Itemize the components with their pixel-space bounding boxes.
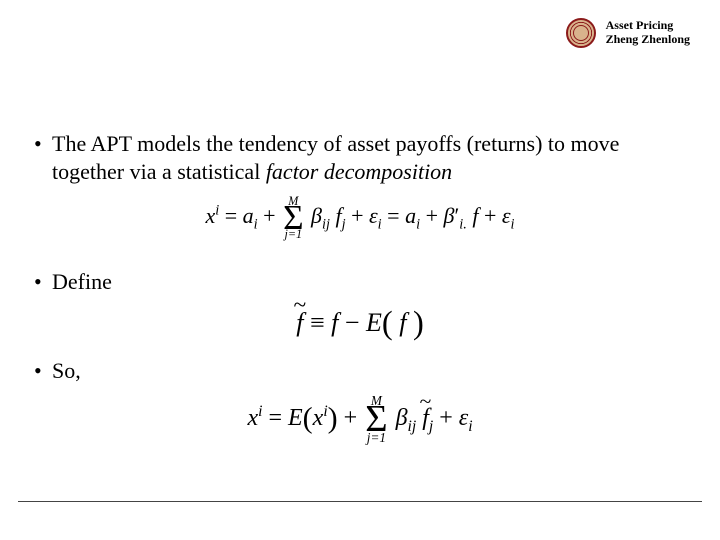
- eq-sym: E: [288, 405, 303, 431]
- eq-minus: −: [345, 308, 360, 337]
- eq-sym: f: [296, 308, 303, 338]
- bullet-dot: •: [34, 268, 52, 296]
- bullet-dot: •: [34, 130, 52, 158]
- eq-sub: i: [511, 216, 515, 232]
- eq-sup: i: [258, 403, 262, 420]
- eq-sym: ε: [459, 405, 468, 431]
- eq-sym: β: [311, 203, 322, 228]
- eq-plus: +: [426, 203, 438, 228]
- eq-sym: ε: [369, 203, 378, 228]
- bullet-2-text: Define: [52, 268, 686, 296]
- eq-eq: =: [225, 203, 237, 228]
- eq-sub: ij: [408, 417, 417, 434]
- eq-sup: i: [215, 202, 219, 218]
- header: Asset Pricing Zheng Zhenlong: [566, 18, 690, 48]
- header-line1: Asset Pricing: [606, 19, 690, 33]
- sum-bot: j=1: [365, 431, 387, 444]
- sum-icon: M Σ j=1: [283, 195, 303, 240]
- eq-sub: ij: [322, 216, 330, 232]
- rparen-icon: ): [328, 401, 338, 434]
- rparen-icon: ): [413, 306, 424, 342]
- eq-sym: x: [205, 203, 215, 228]
- eq-sym: x: [247, 405, 258, 431]
- header-text: Asset Pricing Zheng Zhenlong: [606, 19, 690, 47]
- eq-eq: =: [387, 203, 399, 228]
- lparen-icon: (: [382, 306, 393, 342]
- eq-sym: x: [313, 405, 324, 431]
- eq-sub: i: [254, 216, 258, 232]
- eq-sub: i.: [459, 216, 467, 232]
- eq-plus: +: [439, 405, 453, 431]
- eq-sym: E: [366, 308, 382, 337]
- slide: Asset Pricing Zheng Zhenlong • The APT m…: [0, 0, 720, 540]
- eq-sub: i: [416, 216, 420, 232]
- seal-icon: [566, 18, 596, 48]
- equation-3: xi = E(xi) + M Σ j=1 βij fj + εi: [34, 394, 686, 443]
- equation-2: f ≡ f − E( f ): [34, 306, 686, 343]
- eq-plus: +: [263, 203, 275, 228]
- eq-sub: j: [342, 216, 346, 232]
- eq-eq: =: [268, 405, 282, 431]
- sum-icon: M Σ j=1: [365, 394, 387, 443]
- lparen-icon: (: [303, 401, 313, 434]
- eq-equiv: ≡: [310, 308, 325, 337]
- footer-divider: [18, 501, 702, 502]
- eq-sym: f: [472, 203, 478, 228]
- eq-sub: i: [378, 216, 382, 232]
- eq-sym: f: [422, 405, 429, 432]
- bullet-2: • Define: [34, 268, 686, 296]
- bullet-3: • So,: [34, 357, 686, 385]
- eq-sym: f: [331, 308, 338, 337]
- bullet-1: • The APT models the tendency of asset p…: [34, 130, 686, 185]
- bullet-1-em: factor decomposition: [266, 159, 452, 184]
- eq-plus: +: [351, 203, 363, 228]
- eq-f: f: [422, 405, 429, 431]
- eq-sym: β: [443, 203, 454, 228]
- eq-plus: +: [484, 203, 496, 228]
- content: • The APT models the tendency of asset p…: [34, 130, 686, 464]
- eq-f: f: [296, 308, 303, 337]
- eq-plus: +: [344, 405, 358, 431]
- bullet-1-text: The APT models the tendency of asset pay…: [52, 130, 686, 185]
- eq-sym: a: [243, 203, 254, 228]
- eq-sym: β: [396, 405, 408, 431]
- equation-1: xi = ai + M Σ j=1 βij fj + εi = ai + β′i…: [34, 195, 686, 240]
- eq-sub: j: [429, 417, 433, 434]
- sum-sigma: Σ: [283, 207, 303, 228]
- bullet-3-text: So,: [52, 357, 686, 385]
- sum-sigma: Σ: [365, 408, 387, 431]
- eq-sub: i: [468, 417, 472, 434]
- header-line2: Zheng Zhenlong: [606, 33, 690, 47]
- eq-sym: ε: [502, 203, 511, 228]
- bullet-dot: •: [34, 357, 52, 385]
- eq-sym: a: [405, 203, 416, 228]
- sum-bot: j=1: [283, 228, 303, 240]
